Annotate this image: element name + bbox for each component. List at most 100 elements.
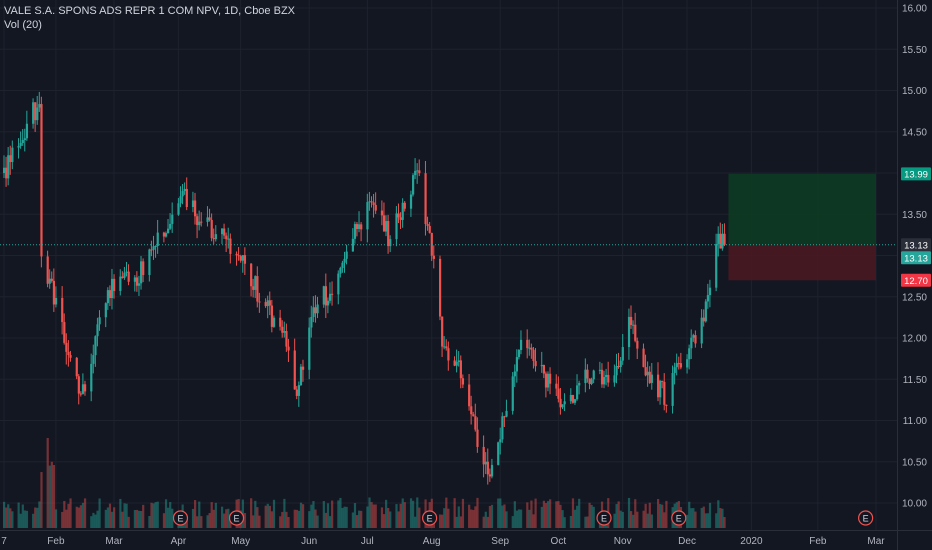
volume-bar [517,509,521,528]
candle-body [316,304,319,314]
earnings-marker-label: E [427,514,433,524]
volume-bar [470,509,473,528]
candles [3,91,726,485]
volume-indicator-label[interactable]: Vol (20) [4,19,42,31]
candle-body [503,416,506,418]
volume-bar [688,501,691,528]
volume-bar [461,498,465,528]
volume-bar [324,512,328,528]
volume-bar [52,464,56,528]
volume-bar [382,514,386,528]
candle-body [430,232,433,256]
candle-body [519,339,523,350]
candle-body [708,287,712,296]
volume-bar [154,502,157,528]
volume-bar [250,498,253,528]
volume-bar [331,500,334,528]
volume-bar [206,515,209,528]
volume-bar [38,501,41,528]
candle-body [241,255,244,261]
candle-body [700,317,703,344]
earnings-marker-circle [228,510,245,526]
volume-bar [77,507,80,528]
candle-body [418,170,421,174]
candle-body [588,378,591,384]
volume-bar [169,502,172,528]
candle-body [389,239,392,247]
candle-body [167,228,170,234]
volume-bar [339,497,342,528]
candle-body [426,223,429,226]
symbol-title[interactable]: VALE S.A. SPONS ADS REPR 1 COM NPV, 1D, … [4,5,295,17]
volume-bar [17,502,20,528]
candle-body [314,307,317,314]
volume-bar [90,516,93,528]
volume-bar [293,509,296,528]
volume-bar [515,510,519,528]
volume-bar [34,507,37,528]
volume-bar [191,508,195,528]
candle-body [113,278,116,291]
volume-bar [25,510,29,528]
candle-body [301,366,305,370]
candle-body [285,331,288,347]
candle-body [488,474,492,477]
candle-body [331,293,334,295]
volume-bar [171,508,174,528]
volume-bar [258,515,261,528]
candle-body [615,365,618,376]
candle-body [322,286,325,305]
volume-bar [270,511,274,528]
volume-bar [299,502,303,528]
candle-body [75,357,78,377]
candle-body [617,365,620,368]
x-tick-label: Aug [423,536,441,547]
candle-body [424,173,427,224]
volume-bar [279,516,282,528]
volume-bar [256,507,259,528]
y-tick-label: 16.00 [902,4,927,15]
earnings-marker-label: E [234,514,240,524]
x-tick-label: Jun [301,536,317,547]
x-tick-label: Mar [105,536,123,547]
volume-bar [615,504,618,528]
volume-bar [542,500,546,528]
candle-body [3,167,6,173]
x-tick-label: Mar [867,536,885,547]
time-axis[interactable]: 7 Feb Mar Apr May Jun Jul Aug Sep Oct Nov Dec 2020 Fe… [0,530,932,548]
volume-bar [295,509,298,528]
volume-bar [121,511,124,528]
candle-body [573,399,577,403]
volume-bar [94,514,97,528]
candle-body [108,290,112,299]
candle-body [214,234,217,240]
volume-bar [576,505,579,528]
volume-bar [125,503,128,528]
candle-body [279,317,282,327]
volume-bar [345,506,348,528]
candle-body [387,221,390,247]
candle-body [337,273,340,295]
candle-body [715,244,718,288]
x-tick-label: Oct [551,536,567,547]
candle-body [675,363,678,368]
volume-bar [208,513,211,528]
volume-bar [634,499,637,528]
volume-bar [476,497,479,528]
x-tick-label: Apr [171,536,187,547]
candle-body [576,385,579,400]
entry-price-badge-bg [901,251,931,265]
volume-bar [156,501,159,528]
position-zones[interactable] [728,173,876,281]
volume-bar [526,502,529,528]
y-tick-label: 11.00 [903,416,928,427]
volume-bar [67,503,70,528]
candle-body [592,370,595,380]
volume-bar [416,497,419,528]
volume-bar [355,515,359,528]
volume-bar [281,511,284,528]
candle-body [150,249,153,251]
volume-bar [326,503,330,528]
